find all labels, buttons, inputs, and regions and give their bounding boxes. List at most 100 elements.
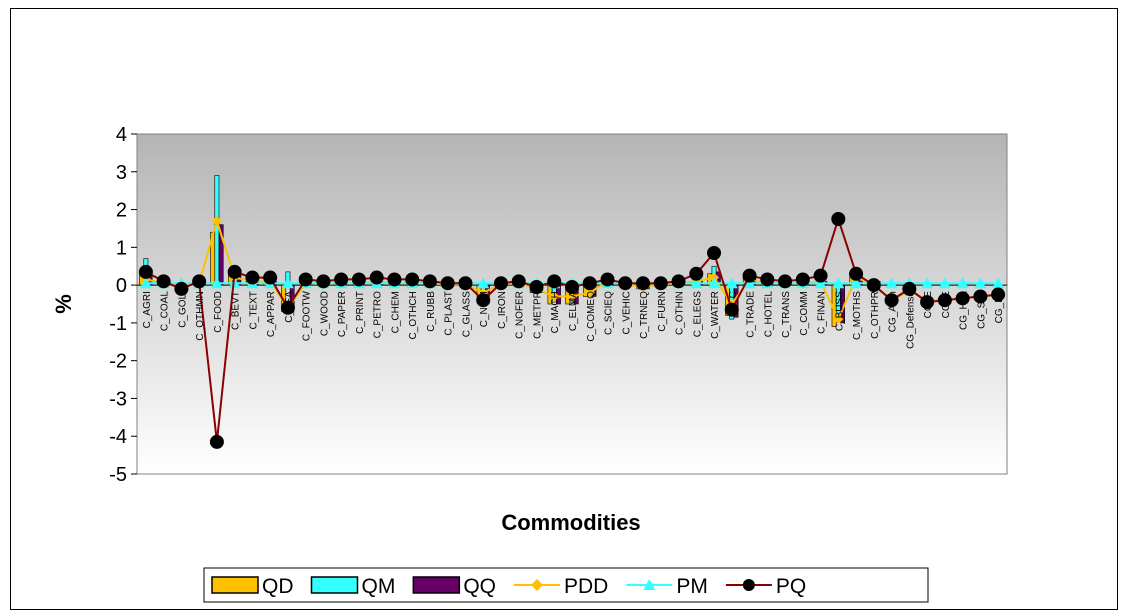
x-tick-label: C_TRANS	[781, 291, 792, 338]
marker-PM-C_MOTHS	[850, 277, 863, 289]
x-tick-label: C_RUBB	[426, 291, 437, 332]
legend-label-PM: PM	[676, 575, 708, 598]
x-tick-label: C_AGRI	[142, 291, 153, 328]
marker-PDD-C_MACH	[549, 291, 560, 302]
marker-PQ-CG_Econ	[991, 287, 1006, 302]
marker-PQ-C_OTHPR	[866, 278, 881, 293]
marker-PM-C_TRADE	[743, 277, 756, 289]
marker-PM-C_ELEGS	[690, 277, 703, 289]
marker-PDD-C_FOOD	[211, 215, 222, 226]
x-tick-label: C_OTHMN	[195, 291, 206, 340]
x-tick-label: C_FOOD	[213, 291, 224, 333]
x-tick-label: C_MACH	[550, 291, 561, 333]
marker-PQ-C_MOTHS	[849, 266, 864, 281]
legend-label-QD: QD	[262, 575, 294, 598]
x-tick-label: C_WATER	[710, 291, 721, 339]
y-tick-label: 4	[116, 124, 127, 146]
marker-PQ-C_TEXT	[245, 270, 260, 285]
x-tick-label: CG_E	[941, 291, 952, 319]
x-tick-label: C_PRINT	[355, 291, 366, 334]
marker-PQ-C_PLAST	[440, 276, 455, 291]
x-tick-label: C_BUSS	[834, 291, 845, 331]
x-tick-label: C_PAPER	[337, 291, 348, 337]
marker-PQ-C_HOTEL	[760, 272, 775, 287]
x-tick-label: C_ELMA	[568, 291, 579, 331]
x-tick-label: C_HOTEL	[763, 291, 774, 338]
category-labels: C_AGRI C_COAL C_GOLI C_OTHMN C_FOOD C_BEVT C_T…	[142, 291, 1005, 349]
x-tick-label: C_COMM	[799, 291, 810, 335]
marker-PQ-C_MACH	[547, 274, 562, 289]
marker-PQ-C_ELMA	[565, 280, 579, 294]
marker-PM-CG_Admin	[885, 277, 898, 289]
marker-PM-C_CONST	[725, 277, 738, 289]
x-tick-label: C_NOFER	[515, 291, 526, 339]
x-tick-label: C_NOM	[479, 291, 490, 327]
chart-frame: 4 3 2 1 0 -1 -2 -3 -4 -5 C_AGRI C_COAL C_GOLI C_OTHM…	[10, 8, 1118, 610]
x-tick-label: C_PETRO	[373, 291, 384, 338]
x-tick-label: C_FURN	[657, 291, 668, 332]
x-tick-label: CG_Soc	[976, 291, 987, 329]
x-tick-label: C_WOOD	[319, 291, 330, 336]
x-tick-label: C_PLAST	[444, 291, 455, 335]
x-tick-label: C_CHEM	[390, 291, 401, 333]
legend-label-PDD: PDD	[564, 575, 608, 598]
marker-PQ-C_PRINT	[351, 272, 366, 287]
marker-PQ-C_BUSS	[831, 212, 846, 226]
marker-PQ-CG_Educ2	[937, 293, 952, 308]
y-tick-label: -1	[109, 313, 127, 335]
legend-swatch-QM	[310, 576, 359, 594]
marker-PQ-C_COMM	[795, 272, 810, 287]
marker-PQ-C_COAL	[156, 274, 171, 289]
x-tick-label: CG_Defense	[905, 291, 916, 349]
legend-label-QQ: QQ	[463, 575, 496, 598]
x-tick-label: C_COMEQ	[586, 291, 597, 342]
x-tick-label: C_TEXT	[248, 291, 259, 329]
marker-PQ-C_FINAN	[813, 268, 828, 283]
x-tick-label: C_FINAN	[817, 291, 828, 334]
marker-PM-CG_Educ2	[938, 277, 951, 289]
y-tick-label: -5	[109, 464, 127, 486]
marker-PM-CG_Educ	[921, 277, 934, 289]
x-tick-label: C_VEHIC	[621, 291, 632, 334]
marker-PQ-C_GLASS	[458, 276, 473, 291]
x-tick-label: CG_Adm	[888, 291, 899, 332]
x-tick-label: C_METPR	[532, 291, 543, 339]
marker-PDD-C_COMEQ	[584, 287, 595, 298]
marker-PQ-C_CONST	[724, 302, 739, 317]
x-tick-label: C_OTHPR	[870, 291, 881, 339]
marker-PQ-C_AGRI	[138, 264, 153, 279]
x-tick-label: CG_Hea	[959, 291, 970, 330]
marker-PQ-C_BEVT	[227, 264, 242, 279]
x-tick-label: CG_Ec	[994, 291, 1005, 323]
x-tick-label: C_COAL	[160, 291, 171, 331]
marker-PQ-C_APPAR	[263, 270, 278, 285]
x-tick-label: C_TRNEQ	[639, 291, 650, 339]
marker-PQ-C_OTHMN	[192, 274, 207, 289]
marker-PQ-C_RUBB	[422, 274, 437, 289]
marker-PM-CG_Social	[974, 277, 987, 289]
marker-PQ-C_FOOD	[209, 434, 224, 449]
x-tick-label: C_FOOTW	[302, 291, 313, 342]
marker-PQ-C_SCIEQ	[600, 272, 615, 287]
x-axis-title: Commodities	[501, 510, 640, 535]
x-tick-label: CG_E	[923, 291, 934, 319]
marker-PDD-C_BUSS	[833, 314, 844, 325]
x-tick-label: C_APPAR	[266, 291, 277, 337]
marker-PQ-C_TRANS	[778, 274, 793, 289]
marker-PM-C_FINAN	[814, 277, 827, 289]
y-axis-title: %	[51, 294, 76, 314]
bar-QM-C_FOOD	[214, 175, 220, 286]
marker-PQ-C_OTHCH	[405, 272, 420, 287]
x-tick-label: C_GOLI	[177, 291, 188, 328]
y-axis-ticks: 4 3 2 1 0 -1 -2 -3 -4 -5	[109, 124, 137, 486]
y-tick-label: -3	[109, 388, 127, 410]
marker-PM-CG_Health	[956, 277, 969, 289]
y-tick-label: -4	[109, 426, 127, 448]
marker-PQ-CG_Health	[955, 291, 970, 306]
y-tick-label: 0	[116, 275, 127, 297]
marker-PM-C_WATER	[708, 277, 721, 289]
legend-marker-PQ	[742, 579, 755, 591]
marker-PQ-C_WOOD	[316, 274, 331, 289]
x-tick-label: C_SCIEQ	[604, 291, 615, 335]
marker-PQ-CG_Admin	[884, 293, 899, 308]
